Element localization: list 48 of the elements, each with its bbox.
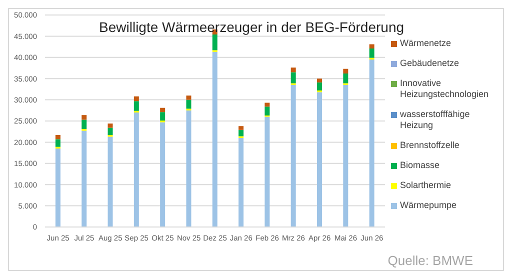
bar xyxy=(238,130,244,136)
bar xyxy=(160,108,166,112)
bar xyxy=(369,48,374,58)
bar xyxy=(186,100,192,109)
bar xyxy=(343,68,348,74)
bar xyxy=(82,120,87,130)
bar xyxy=(317,82,322,90)
bar xyxy=(108,136,113,227)
bar xyxy=(343,84,348,227)
bar xyxy=(290,72,296,84)
bar xyxy=(290,84,296,227)
legend-label: Wärmenetze xyxy=(400,38,452,49)
bar xyxy=(55,148,60,227)
legend-label: wasserstofffähige Heizung xyxy=(400,109,471,131)
source-note: Quelle: BMWE xyxy=(388,253,473,268)
legend-label: Innovative Heizungstechnologien xyxy=(400,78,490,100)
bar xyxy=(55,134,60,140)
bar xyxy=(212,52,218,227)
legend-label: Solarthermie xyxy=(400,180,452,191)
legend-label: Wärmepumpe xyxy=(400,200,457,211)
bar xyxy=(317,78,322,82)
legend-label: Biomasse xyxy=(400,160,440,171)
bar xyxy=(55,139,60,147)
legend-label: Gebäudenetze xyxy=(400,58,460,69)
bar xyxy=(160,122,166,227)
chart-title: Bewilligte Wärmeerzeuger in der BEG-Förderung xyxy=(99,19,404,35)
bar xyxy=(82,115,87,120)
bar xyxy=(108,124,113,128)
bar xyxy=(264,116,270,227)
bar xyxy=(264,102,270,107)
bar xyxy=(134,101,139,111)
bar xyxy=(212,34,218,50)
bar xyxy=(369,60,374,227)
bar xyxy=(160,112,166,121)
bar xyxy=(317,92,322,227)
bar xyxy=(186,96,192,100)
bar xyxy=(238,138,244,227)
bar xyxy=(186,110,192,227)
bar xyxy=(290,68,296,72)
bar xyxy=(134,112,139,227)
bar xyxy=(82,130,87,227)
bar xyxy=(108,128,113,135)
bar xyxy=(369,44,374,48)
bar xyxy=(343,74,348,84)
bar xyxy=(134,96,139,102)
bar xyxy=(264,106,270,116)
legend-label: Brennstoffzelle xyxy=(400,140,460,151)
bar xyxy=(238,126,244,130)
